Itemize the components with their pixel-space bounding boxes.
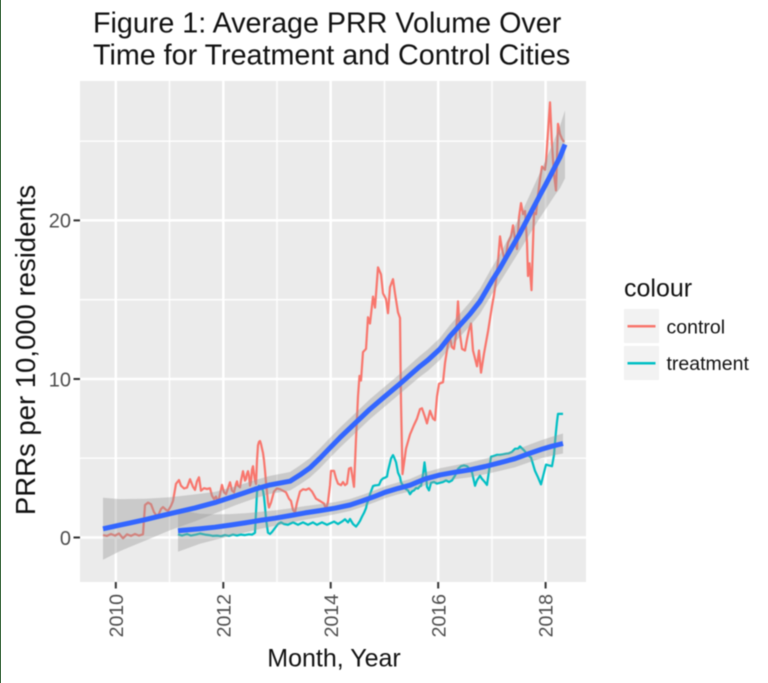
svg-text:2014: 2014 — [321, 594, 343, 638]
svg-text:2016: 2016 — [428, 594, 450, 637]
svg-text:colour: colour — [624, 275, 692, 303]
svg-text:Figure 1: Average PRR Volume O: Figure 1: Average PRR Volume Over — [93, 8, 562, 40]
svg-text:0: 0 — [60, 528, 71, 550]
svg-text:10: 10 — [49, 369, 71, 391]
svg-text:Time for Treatment and Control: Time for Treatment and Control Cities — [93, 40, 570, 72]
svg-text:PRRs per 10,000 residents: PRRs per 10,000 residents — [10, 185, 41, 515]
svg-text:2012: 2012 — [213, 594, 235, 637]
svg-text:2010: 2010 — [106, 594, 128, 638]
svg-text:treatment: treatment — [667, 353, 750, 375]
svg-text:Month, Year: Month, Year — [267, 645, 400, 673]
svg-text:20: 20 — [49, 211, 71, 233]
svg-text:2018: 2018 — [536, 594, 558, 637]
svg-text:control: control — [667, 317, 726, 339]
